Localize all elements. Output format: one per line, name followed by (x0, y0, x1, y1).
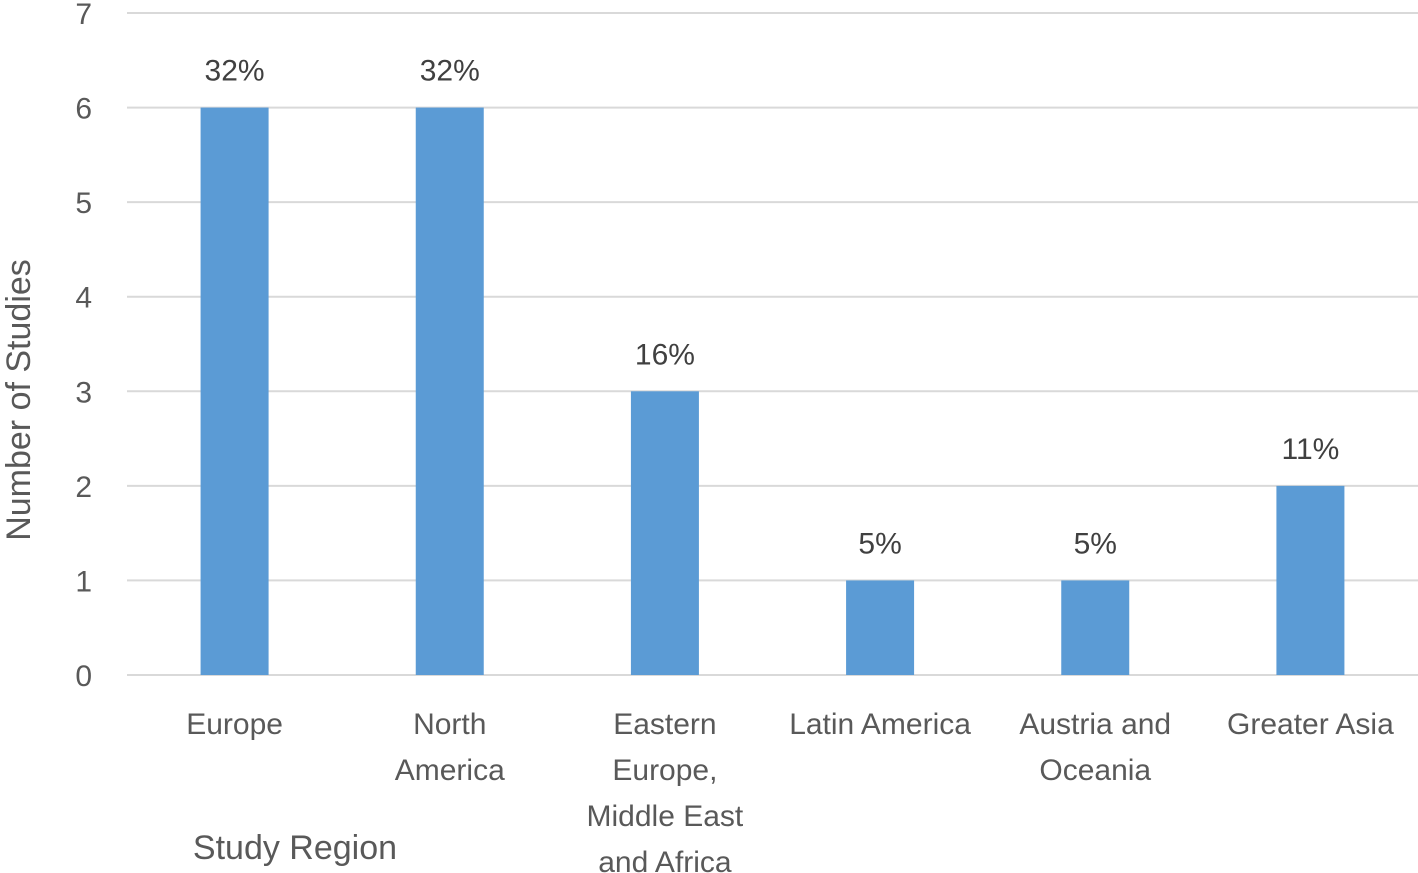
bar-2 (630, 391, 699, 675)
data-label-1: 32% (420, 55, 480, 88)
x-axis-title: Study Region (193, 829, 397, 867)
y-tick-label-0: 0 (75, 660, 92, 693)
data-label-4: 5% (1074, 527, 1117, 560)
bar-1 (415, 107, 484, 676)
category-label-0: Europe (186, 708, 283, 741)
y-tick-label-5: 5 (75, 187, 92, 220)
y-tick-label-7: 7 (75, 0, 92, 31)
bar-3 (846, 580, 915, 675)
category-label-1: North America (395, 708, 505, 787)
data-label-2: 16% (635, 338, 695, 371)
category-labels: Europe North America Eastern Europe, Middle E… (186, 708, 1394, 873)
category-label-2: Eastern Europe, Middle East and Africa (587, 708, 744, 873)
y-tick-label-3: 3 (75, 376, 92, 409)
bar-5 (1276, 485, 1345, 675)
bars (200, 107, 1345, 676)
y-axis-tick-labels: 0 1 2 3 4 5 6 7 (75, 0, 92, 693)
data-label-3: 5% (858, 527, 901, 560)
gridlines (127, 12, 1418, 676)
y-tick-label-2: 2 (75, 471, 92, 504)
category-label-3: Latin America (789, 708, 971, 741)
data-labels: 32% 32% 16% 5% 5% 11% (205, 55, 1340, 561)
y-tick-label-6: 6 (75, 93, 92, 126)
y-tick-label-4: 4 (75, 282, 92, 315)
y-axis-title: Number of Studies (0, 259, 38, 541)
y-tick-label-1: 1 (75, 565, 92, 598)
category-label-5: Greater Asia (1227, 708, 1394, 741)
data-label-5: 11% (1282, 433, 1340, 466)
data-label-0: 32% (205, 55, 265, 88)
bar-4 (1061, 580, 1130, 675)
category-label-4: Austria and Oceania (1019, 708, 1171, 787)
bar-0 (200, 107, 269, 676)
